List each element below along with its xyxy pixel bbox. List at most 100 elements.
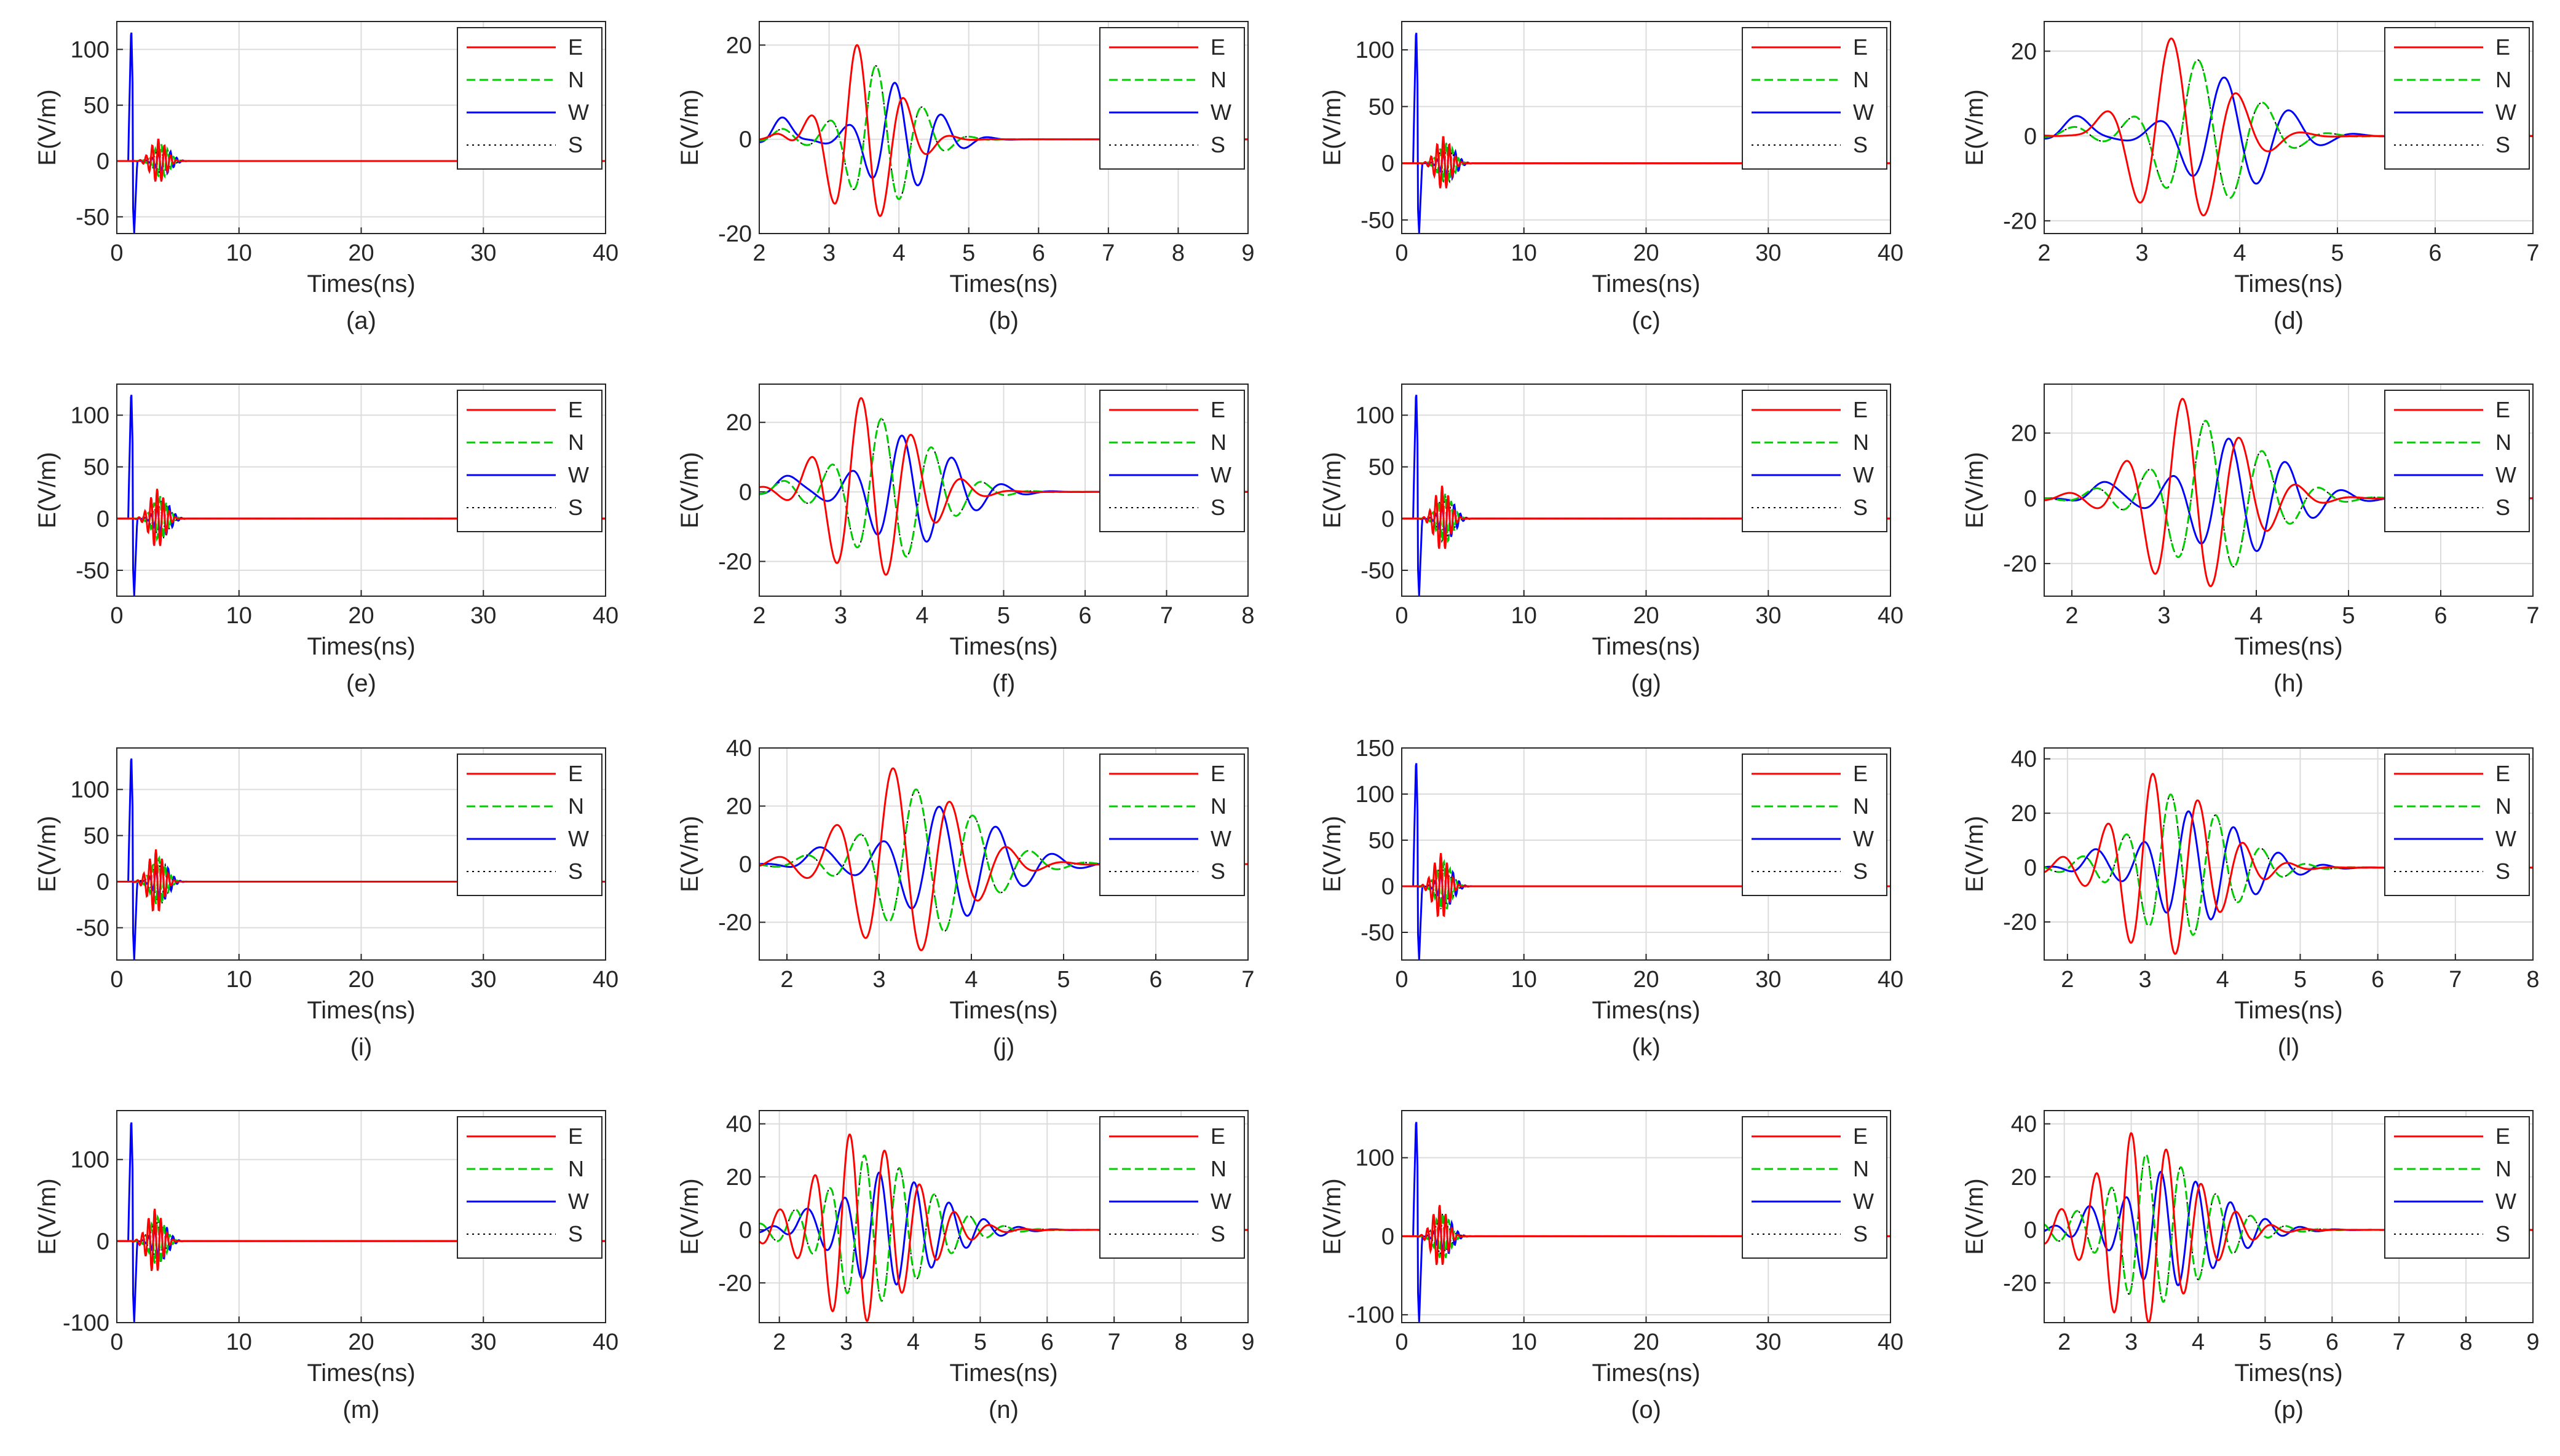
x-tick-label: 5 [2294,967,2307,993]
panel-caption: (i) [350,1034,373,1061]
legend-box [2384,27,2530,170]
legend-label-E: E [1211,1123,1225,1149]
y-tick-label: 20 [2011,801,2037,827]
legend-label-E: E [1853,1123,1868,1149]
x-tick-label: 3 [2138,967,2151,993]
legend-label-W: W [2495,1189,2516,1214]
panel-caption: (n) [989,1396,1019,1423]
y-tick-label: -50 [76,916,109,942]
y-tick-label: 20 [2011,39,2037,65]
x-tick-label: 30 [470,967,496,993]
y-axis-label: E(V/m) [676,89,703,165]
legend-label-E: E [568,761,583,786]
legend-label-S: S [2495,132,2510,157]
y-axis-label: E(V/m) [34,89,61,165]
x-tick-label: 10 [1511,967,1537,993]
y-axis-label: E(V/m) [34,452,61,528]
y-axis-label: E(V/m) [1319,452,1346,528]
y-tick-label: 0 [2024,856,2037,881]
legend-label-S: S [1853,1221,1868,1246]
y-tick-label: 100 [71,403,109,428]
series-N-line [2044,419,2533,568]
x-tick-label: 10 [226,1329,252,1355]
panel-caption: (e) [346,670,376,697]
y-tick-label: 0 [97,149,109,175]
y-tick-label: -20 [718,910,752,936]
legend-label-N: N [2495,793,2511,819]
legend-label-S: S [1853,495,1868,520]
x-tick-label: 7 [2449,967,2462,993]
x-tick-label: 10 [226,240,252,266]
y-tick-label: 50 [1369,455,1394,481]
y-tick-label: 100 [1356,1146,1394,1171]
panel-caption: (o) [1631,1396,1661,1423]
y-tick-label: -20 [2003,1270,2037,1296]
y-tick-label: 0 [97,1229,109,1254]
y-tick-label: -20 [718,549,752,575]
x-tick-label: 0 [110,240,123,266]
legend-label-N: N [568,430,584,455]
x-tick-label: 0 [110,603,123,629]
x-tick-label: 8 [2460,1329,2473,1355]
y-tick-label: 0 [97,870,109,895]
y-axis-label: E(V/m) [1961,89,1988,165]
panel-caption: (g) [1631,670,1661,697]
legend-label-S: S [1211,859,1225,884]
x-tick-label: 20 [348,1329,374,1355]
axes-box [759,21,1249,234]
y-tick-label: -50 [76,558,109,584]
y-axis-label: E(V/m) [1961,816,1988,892]
axes-box [116,747,606,961]
x-tick-label: 8 [1175,1329,1188,1355]
y-tick-label: -20 [2003,910,2037,935]
y-tick-label: 50 [84,824,109,849]
y-tick-label: 0 [1381,874,1394,900]
x-tick-label: 40 [1878,1329,1903,1355]
x-axis-label: Times(ns) [2234,997,2342,1024]
legend-box [2384,754,2530,896]
x-tick-label: 4 [2216,967,2229,993]
x-tick-label: 30 [1755,240,1781,266]
x-tick-label: 3 [2125,1329,2138,1355]
x-tick-label: 30 [470,1329,496,1355]
x-tick-label: 20 [1633,603,1659,629]
y-tick-label: 0 [1381,506,1394,532]
legend-label-E: E [2495,761,2510,786]
y-axis-label: E(V/m) [676,816,703,892]
legend-box [1099,27,1245,170]
axes-box [1401,1110,1891,1323]
x-tick-label: 40 [1878,603,1903,629]
x-tick-label: 5 [2259,1329,2272,1355]
x-tick-label: 40 [593,967,618,993]
y-axis-label: E(V/m) [676,452,703,528]
legend-label-S: S [568,1221,583,1246]
y-tick-label: -50 [76,205,109,230]
legend-label-N: N [1853,793,1869,819]
x-tick-label: 4 [915,603,928,629]
y-axis-label: E(V/m) [676,1178,703,1254]
x-tick-label: 4 [2233,240,2246,266]
x-tick-label: 0 [1395,967,1408,993]
legend-label-S: S [568,132,583,157]
y-tick-label: -50 [1361,558,1394,584]
y-tick-label: 20 [726,794,752,820]
x-axis-label: Times(ns) [1592,997,1700,1024]
x-tick-label: 4 [965,967,978,993]
axes-box [2044,384,2534,597]
y-tick-label: -50 [1361,208,1394,234]
